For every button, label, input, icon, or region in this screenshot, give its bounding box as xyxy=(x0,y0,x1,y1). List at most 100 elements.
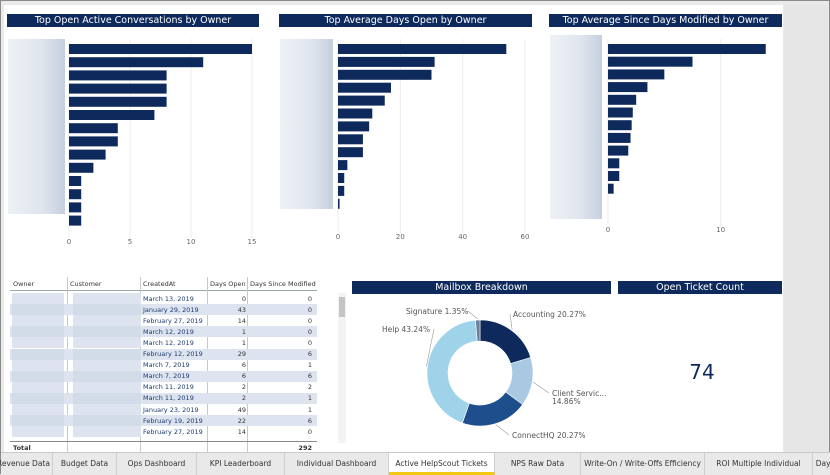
tab-write-on-write-offs-efficiency[interactable]: Write-On / Write-Offs Efficiency xyxy=(581,453,705,475)
bar xyxy=(69,70,167,81)
donut-data-label: Help 43.24% xyxy=(382,325,430,334)
bar-chart-conversations[interactable]: 0 5 10 15 xyxy=(66,39,256,246)
scrollbar-thumb[interactable] xyxy=(339,297,345,317)
created-at-cell: February 27, 2019 xyxy=(143,316,203,325)
bar xyxy=(608,44,766,54)
col-since-modified-header[interactable]: Days Since Modified xyxy=(250,280,316,288)
x-tick-label: 20 xyxy=(396,233,405,241)
owner-labels-redacted xyxy=(8,39,65,214)
bar xyxy=(69,136,118,147)
table-total-row: Total 292 xyxy=(10,441,317,453)
bar xyxy=(69,110,155,120)
owner-cell-redacted xyxy=(12,426,64,438)
bar-chart-svg: 0 5 10 15 xyxy=(67,39,256,246)
table-scrollbar[interactable] xyxy=(338,293,346,443)
table-row[interactable]: March 12, 2019 1 0 xyxy=(10,326,317,338)
days-since-modified-cell: 6 xyxy=(307,372,312,381)
owner-cell-redacted xyxy=(12,359,64,371)
days-open-cell: 49 xyxy=(237,405,246,414)
tickets-table[interactable]: Owner Customer CreatedAt Days Open Days … xyxy=(10,275,317,453)
days-since-modified-cell: 1 xyxy=(307,361,312,370)
column-divider xyxy=(247,277,248,453)
bar xyxy=(608,132,631,143)
tab-ops-dashboard[interactable]: Ops Dashboard xyxy=(117,453,197,475)
table-row[interactable]: March 11, 2019 2 2 xyxy=(10,381,317,393)
bar xyxy=(338,95,385,106)
customer-cell-redacted xyxy=(73,304,141,316)
created-at-cell: March 13, 2019 xyxy=(143,294,194,303)
col-owner-header[interactable]: Owner xyxy=(13,280,35,288)
tab-days-overv[interactable]: Days Overv xyxy=(813,453,830,475)
leader-line xyxy=(426,328,435,367)
tab-nps-raw-data[interactable]: NPS Raw Data xyxy=(495,453,581,475)
table-row[interactable]: January 29, 2019 43 0 xyxy=(10,304,317,316)
tab-kpi-leaderboard[interactable]: KPI Leaderboard xyxy=(197,453,285,475)
total-value: 292 xyxy=(298,444,312,452)
table-row[interactable]: March 11, 2019 2 1 xyxy=(10,392,317,404)
created-at-cell: March 7, 2019 xyxy=(143,372,190,381)
bar xyxy=(338,121,370,132)
owner-cell-redacted xyxy=(12,315,64,327)
bar xyxy=(69,189,82,200)
owner-labels-redacted xyxy=(550,35,602,219)
col-created-header[interactable]: CreatedAt xyxy=(143,280,176,288)
created-at-cell: February 12, 2019 xyxy=(143,350,203,358)
days-since-modified-cell: 1 xyxy=(307,405,312,414)
bar xyxy=(608,145,629,156)
table-row[interactable]: March 12, 2019 1 0 xyxy=(10,337,317,349)
bar xyxy=(338,160,348,171)
table-row[interactable]: March 7, 2019 6 6 xyxy=(10,370,317,382)
x-tick-label: 10 xyxy=(716,226,725,234)
tab-revenue-data[interactable]: Revenue Data xyxy=(0,453,53,475)
tab-roi-multiple-individual[interactable]: ROI Multiple Individual xyxy=(705,453,813,475)
x-tick-label: 0 xyxy=(336,233,340,241)
chart-title-mailbox: Mailbox Breakdown xyxy=(352,281,611,294)
days-open-cell: 29 xyxy=(237,350,246,358)
owner-cell-redacted xyxy=(12,404,64,415)
days-since-modified-cell: 2 xyxy=(307,383,312,392)
leader-line xyxy=(533,381,550,394)
kpi-title-open-tickets: Open Ticket Count xyxy=(618,281,782,294)
bar xyxy=(608,171,620,181)
days-open-cell: 22 xyxy=(237,416,246,425)
table-row[interactable]: January 23, 2019 49 1 xyxy=(10,404,317,415)
chart-title-days-modified: Top Average Since Days Modified by Owner xyxy=(549,14,782,27)
bar xyxy=(608,183,614,194)
table-row[interactable]: March 7, 2019 6 1 xyxy=(10,359,317,371)
table-row[interactable]: March 13, 2019 0 0 xyxy=(10,293,317,304)
open-ticket-count-value: 74 xyxy=(689,360,715,384)
bar xyxy=(69,123,118,134)
table-row[interactable]: February 27, 2019 14 0 xyxy=(10,315,317,327)
bar xyxy=(338,56,435,67)
customer-cell-redacted xyxy=(73,359,141,371)
customer-cell-redacted xyxy=(73,404,141,415)
days-since-modified-cell: 6 xyxy=(307,416,312,425)
customer-cell-redacted xyxy=(73,415,141,427)
customer-cell-redacted xyxy=(73,315,141,327)
tab-budget-data[interactable]: Budget Data xyxy=(53,453,117,475)
table-row[interactable]: February 19, 2019 22 6 xyxy=(10,415,317,427)
table-row[interactable]: February 27, 2019 14 0 xyxy=(10,426,317,438)
donut-data-label: 14.86% xyxy=(552,397,581,406)
bar xyxy=(338,185,345,196)
days-open-cell: 1 xyxy=(241,327,246,336)
col-customer-header[interactable]: Customer xyxy=(70,280,102,288)
customer-cell-redacted xyxy=(73,381,141,393)
owner-cell-redacted xyxy=(12,415,64,427)
bar xyxy=(608,158,620,169)
created-at-cell: March 11, 2019 xyxy=(143,383,194,392)
bar-chart-days-modified[interactable]: 0 10 xyxy=(605,39,775,234)
col-days-open-header[interactable]: Days Open xyxy=(210,280,246,288)
days-open-cell: 14 xyxy=(237,427,246,436)
tab-individual-dashboard[interactable]: Individual Dashboard xyxy=(285,453,389,475)
x-tick-label: 0 xyxy=(67,238,71,246)
owner-cell-redacted xyxy=(12,381,64,393)
table-row[interactable]: February 12, 2019 29 6 xyxy=(10,348,317,360)
days-since-modified-cell: 0 xyxy=(307,327,312,336)
donut-chart-mailbox[interactable]: Accounting 20.27% Client Servic... 14.86% C… xyxy=(354,297,612,452)
bar-chart-days-open[interactable]: 0 20 40 60 xyxy=(335,39,535,244)
days-since-modified-cell: 1 xyxy=(307,394,312,403)
x-tick-label: 0 xyxy=(606,226,610,234)
tab-active-helpscout-tickets[interactable]: Active HelpScout Tickets xyxy=(389,453,495,475)
